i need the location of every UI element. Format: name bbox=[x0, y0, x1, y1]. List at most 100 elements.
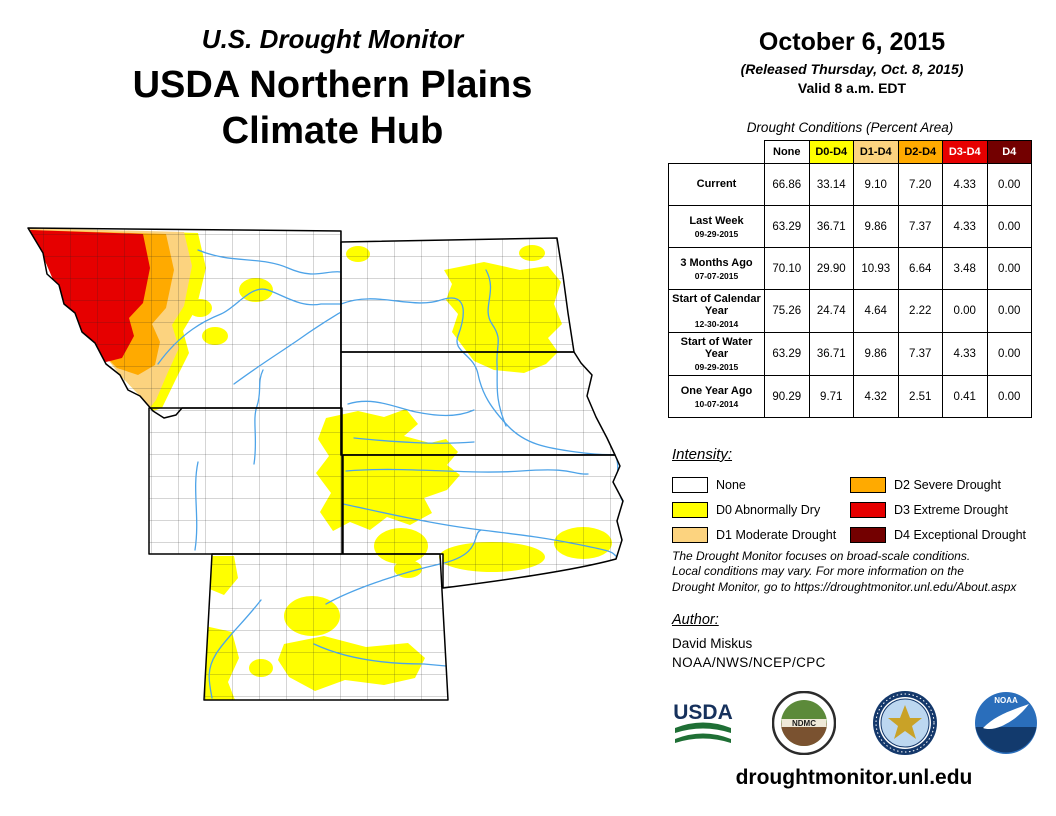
value-cell: 7.20 bbox=[897, 163, 943, 206]
legend-item-d3: D3 Extreme Drought bbox=[850, 501, 1044, 518]
date-block: October 6, 2015 (Released Thursday, Oct.… bbox=[672, 28, 1032, 96]
report-date: October 6, 2015 bbox=[758, 28, 946, 56]
row-label: Last Week 09-29-2015 bbox=[668, 205, 765, 248]
release-date: (Released Thursday, Oct. 8, 2015) bbox=[740, 61, 964, 77]
value-cell: 2.51 bbox=[897, 375, 943, 418]
row-date: 10-07-2014 bbox=[694, 398, 739, 409]
column-header-d3-d4: D3-D4 bbox=[942, 140, 988, 164]
value-cell: 2.22 bbox=[897, 289, 943, 333]
value-cell: 75.26 bbox=[764, 289, 810, 333]
author-block: Author: David Miskus NOAA/NWS/NCEP/CPC bbox=[672, 612, 826, 670]
row-label: 3 Months Ago 07-07-2015 bbox=[668, 247, 765, 290]
value-cell: 29.90 bbox=[808, 247, 854, 290]
value-cell: 0.00 bbox=[942, 289, 988, 333]
page-title: USDA Northern Plains Climate Hub bbox=[132, 64, 533, 152]
row-label-text: Last Week bbox=[689, 214, 744, 227]
legend-swatch bbox=[672, 501, 708, 518]
column-header-d4: D4 bbox=[986, 140, 1032, 164]
row-date: 07-07-2015 bbox=[694, 270, 739, 281]
legend-swatch bbox=[672, 526, 708, 543]
legend-label: D4 Exceptional Drought bbox=[894, 527, 1027, 542]
legend-items: None D0 Abnormally Dry D1 Moderate Droug… bbox=[672, 472, 1044, 547]
disclaimer-line: The Drought Monitor focuses on broad-sca… bbox=[672, 549, 971, 563]
legend-label: D2 Severe Drought bbox=[894, 477, 1002, 492]
value-cell: 0.00 bbox=[986, 247, 1032, 290]
value-cell: 36.71 bbox=[808, 205, 854, 248]
value-cell: 4.64 bbox=[853, 289, 899, 333]
row-label-text: Current bbox=[696, 177, 737, 190]
legend-label: D3 Extreme Drought bbox=[894, 502, 1008, 517]
ndmc-logo: NDMC bbox=[772, 691, 836, 755]
usda-logo: USDA bbox=[673, 701, 733, 743]
corner-cell bbox=[669, 141, 765, 164]
value-cell: 4.33 bbox=[942, 332, 988, 376]
table-row: 3 Months Ago 07-07-2015 70.10 29.90 10.93… bbox=[668, 247, 1032, 290]
value-cell: 66.86 bbox=[764, 163, 810, 206]
logo-row: USDA NDMC NOAA bbox=[670, 690, 1038, 756]
header-row: None D0-D4 D1-D4 D2-D4 D3-D4 D4 bbox=[669, 140, 1032, 164]
value-cell: 0.41 bbox=[942, 375, 988, 418]
value-cell: 7.37 bbox=[897, 332, 943, 376]
row-label-text: One Year Ago bbox=[680, 384, 753, 397]
legend-swatch bbox=[850, 501, 886, 518]
legend-item-d0: D0 Abnormally Dry bbox=[672, 501, 850, 518]
row-label: Current bbox=[668, 163, 765, 206]
value-cell: 63.29 bbox=[764, 205, 810, 248]
row-label: Start of Calendar Year 12-30-2014 bbox=[668, 289, 765, 333]
column-header-d2-d4: D2-D4 bbox=[897, 140, 943, 164]
value-cell: 90.29 bbox=[764, 375, 810, 418]
value-cell: 9.86 bbox=[853, 205, 899, 248]
value-cell: 4.33 bbox=[942, 205, 988, 248]
value-cell: 0.00 bbox=[986, 163, 1032, 206]
column-header-d1-d4: D1-D4 bbox=[853, 140, 899, 164]
value-cell: 36.71 bbox=[808, 332, 854, 376]
noaa-logo: NOAA bbox=[975, 692, 1037, 754]
legend-swatch bbox=[850, 476, 886, 493]
rivers bbox=[157, 249, 623, 699]
row-date: 12-30-2014 bbox=[694, 319, 739, 329]
author-org: NOAA/NWS/NCEP/CPC bbox=[672, 655, 826, 670]
legend-title: Intensity: bbox=[672, 446, 733, 463]
usda-logo-text: USDA bbox=[673, 701, 733, 724]
value-cell: 10.93 bbox=[853, 247, 899, 290]
value-cell: 9.71 bbox=[808, 375, 854, 418]
conditions-table-block: Drought Conditions (Percent Area) None D… bbox=[668, 120, 1032, 418]
value-cell: 0.00 bbox=[986, 332, 1032, 376]
table-caption: Drought Conditions (Percent Area) bbox=[746, 120, 954, 135]
value-cell: 4.32 bbox=[853, 375, 899, 418]
value-cell: 0.00 bbox=[986, 375, 1032, 418]
table-row: Current 66.86 33.14 9.10 7.20 4.33 0.00 bbox=[668, 163, 1032, 206]
table-row: Start of Calendar Year 12-30-2014 75.26 2… bbox=[668, 289, 1032, 333]
legend-label: D1 Moderate Drought bbox=[716, 527, 837, 542]
author-heading: Author: bbox=[672, 612, 719, 628]
legend-item-d2: D2 Severe Drought bbox=[850, 476, 1044, 493]
table-row: One Year Ago 10-07-2014 90.29 9.71 4.32 2… bbox=[668, 375, 1032, 418]
state-border-nebraska bbox=[342, 454, 624, 589]
value-cell: 3.48 bbox=[942, 247, 988, 290]
table-row: Last Week 09-29-2015 63.29 36.71 9.86 7.3… bbox=[668, 205, 1032, 248]
row-date: 09-29-2015 bbox=[694, 228, 739, 239]
drought-map bbox=[27, 227, 624, 701]
row-label: One Year Ago 10-07-2014 bbox=[668, 375, 765, 418]
state-border-colorado bbox=[203, 553, 449, 701]
legend-swatch bbox=[672, 476, 708, 493]
value-cell: 33.14 bbox=[808, 163, 854, 206]
title-block: U.S. Drought Monitor USDA Northern Plain… bbox=[60, 24, 605, 154]
value-cell: 63.29 bbox=[764, 332, 810, 376]
legend-item-none: None bbox=[672, 476, 850, 493]
value-cell: 24.74 bbox=[808, 289, 854, 333]
row-date: 09-29-2015 bbox=[694, 362, 739, 372]
value-cell: 7.37 bbox=[897, 205, 943, 248]
disclaimer-line: Drought Monitor, go to https://droughtmo… bbox=[672, 579, 1017, 594]
monitor-title: U.S. Drought Monitor bbox=[201, 24, 464, 54]
value-cell: 0.00 bbox=[986, 205, 1032, 248]
row-label-text: Start of Water Year bbox=[680, 336, 753, 360]
value-cell: 9.86 bbox=[853, 332, 899, 376]
legend-label: D0 Abnormally Dry bbox=[716, 502, 821, 517]
value-cell: 70.10 bbox=[764, 247, 810, 290]
value-cell: 4.33 bbox=[942, 163, 988, 206]
column-header-none: None bbox=[764, 140, 810, 164]
disclaimer-line: Local conditions may vary. For more info… bbox=[672, 564, 964, 579]
row-label-text: Start of Calendar Year bbox=[672, 293, 761, 317]
